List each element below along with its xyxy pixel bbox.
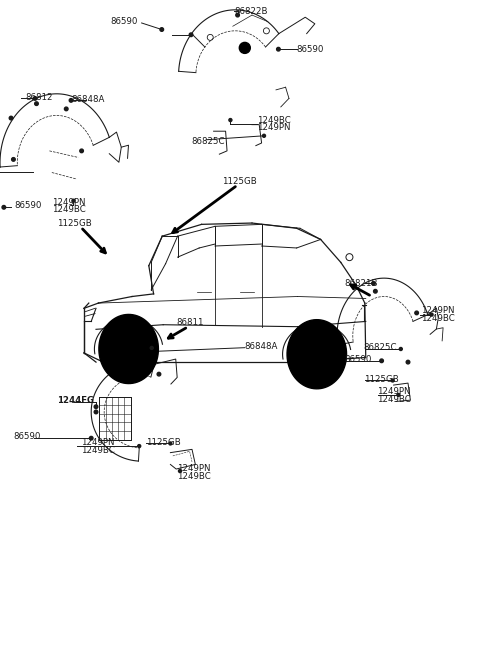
Circle shape bbox=[138, 445, 141, 447]
Text: 1249BC: 1249BC bbox=[81, 445, 114, 455]
Circle shape bbox=[236, 13, 240, 17]
Circle shape bbox=[380, 359, 384, 363]
Circle shape bbox=[397, 394, 400, 396]
Circle shape bbox=[150, 346, 153, 350]
Text: 1249BC: 1249BC bbox=[257, 115, 290, 125]
Circle shape bbox=[64, 107, 68, 111]
Circle shape bbox=[72, 199, 75, 202]
Circle shape bbox=[263, 134, 265, 137]
Text: 86811: 86811 bbox=[177, 318, 204, 327]
Circle shape bbox=[406, 360, 410, 364]
Circle shape bbox=[94, 405, 98, 409]
Text: 1249BC: 1249BC bbox=[177, 472, 210, 481]
Circle shape bbox=[229, 119, 232, 121]
Text: 1249BC: 1249BC bbox=[377, 395, 410, 404]
Text: 1249PN: 1249PN bbox=[177, 464, 210, 473]
Text: 1125GB: 1125GB bbox=[222, 176, 256, 186]
Text: 1249PN: 1249PN bbox=[52, 197, 85, 207]
Circle shape bbox=[169, 442, 172, 445]
Circle shape bbox=[157, 373, 161, 376]
Polygon shape bbox=[287, 319, 347, 389]
Text: 1125GB: 1125GB bbox=[364, 375, 398, 384]
Text: 86848A: 86848A bbox=[71, 95, 105, 104]
Text: 1249PN: 1249PN bbox=[377, 387, 410, 396]
Text: 86822B: 86822B bbox=[234, 7, 268, 16]
Circle shape bbox=[189, 33, 193, 37]
Polygon shape bbox=[107, 323, 126, 375]
Text: 86590: 86590 bbox=[110, 17, 138, 26]
Circle shape bbox=[69, 98, 73, 102]
Circle shape bbox=[373, 289, 377, 293]
Circle shape bbox=[430, 313, 433, 316]
Polygon shape bbox=[295, 328, 314, 380]
Circle shape bbox=[160, 28, 164, 31]
Circle shape bbox=[240, 43, 250, 53]
Circle shape bbox=[276, 47, 280, 51]
Text: 1244FG: 1244FG bbox=[57, 396, 94, 405]
Text: 86848A: 86848A bbox=[245, 342, 278, 351]
Circle shape bbox=[399, 348, 402, 350]
Text: 86825C: 86825C bbox=[191, 136, 225, 146]
Text: 86590: 86590 bbox=[14, 201, 42, 211]
Circle shape bbox=[12, 157, 15, 161]
Circle shape bbox=[35, 102, 38, 106]
Circle shape bbox=[372, 281, 375, 285]
Text: 1125GB: 1125GB bbox=[146, 438, 181, 447]
Text: 1249BC: 1249BC bbox=[421, 314, 455, 323]
Polygon shape bbox=[100, 335, 115, 363]
Circle shape bbox=[9, 116, 13, 120]
Circle shape bbox=[33, 96, 37, 100]
Circle shape bbox=[89, 436, 93, 440]
Circle shape bbox=[391, 379, 394, 382]
Text: 86590: 86590 bbox=[13, 432, 41, 441]
Circle shape bbox=[415, 311, 419, 315]
Text: 1125GB: 1125GB bbox=[57, 218, 91, 228]
Text: 86590: 86590 bbox=[345, 355, 372, 364]
Text: 86821B: 86821B bbox=[345, 279, 378, 288]
Circle shape bbox=[2, 205, 6, 209]
Polygon shape bbox=[99, 314, 158, 384]
Text: 1249PN: 1249PN bbox=[257, 123, 290, 133]
Circle shape bbox=[179, 470, 181, 472]
Text: 1249PN: 1249PN bbox=[81, 438, 114, 447]
Text: 1249PN: 1249PN bbox=[421, 306, 455, 315]
Circle shape bbox=[94, 410, 98, 414]
Text: 86825C: 86825C bbox=[364, 343, 397, 352]
Circle shape bbox=[80, 149, 84, 153]
Text: 1249BC: 1249BC bbox=[52, 205, 85, 215]
Polygon shape bbox=[288, 340, 303, 369]
Text: 86812: 86812 bbox=[25, 92, 52, 102]
Text: 86590: 86590 bbox=[297, 45, 324, 54]
